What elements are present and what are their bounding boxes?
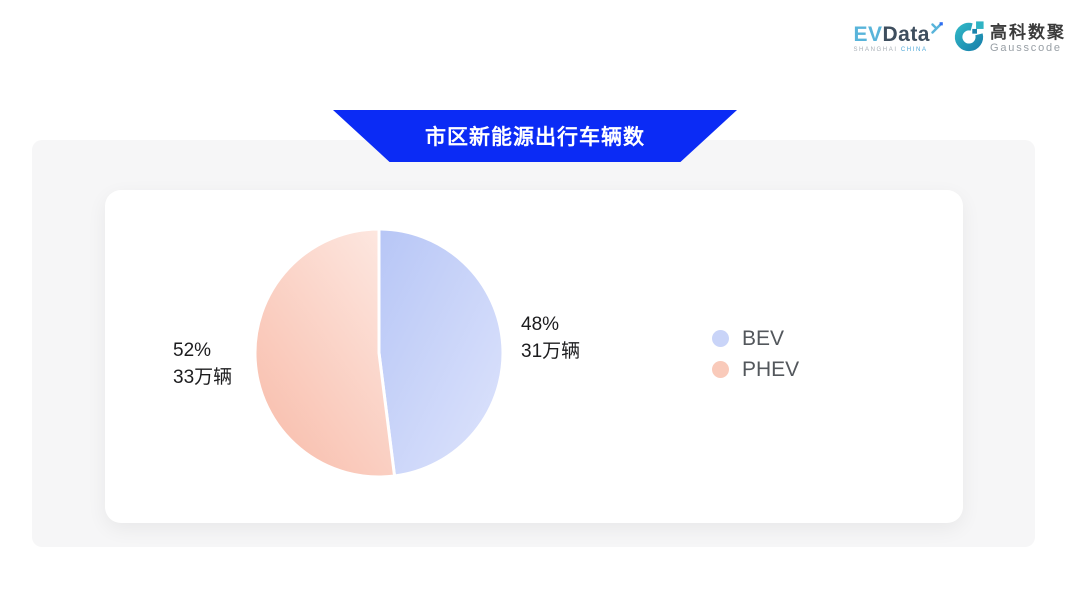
legend-label-phev: PHEV [742, 358, 800, 381]
gausscode-en-name: Gausscode [990, 41, 1062, 54]
gausscode-cn-name: 高科数聚 [990, 22, 1066, 42]
evdata-ev-text: EV [853, 23, 883, 46]
gausscode-icon [953, 20, 985, 57]
chart-card: 48% 31万辆 52% 33万辆 BEV PHEV [105, 190, 963, 523]
chart-panel: 48% 31万辆 52% 33万辆 BEV PHEV [32, 140, 1035, 547]
chart-title: 市区新能源出行车辆数 [425, 126, 645, 149]
legend-label-bev: BEV [742, 327, 785, 350]
pie-label-phev-value: 33万辆 [173, 367, 233, 388]
pie-label-phev: 52% 33万辆 [173, 337, 232, 391]
evdata-subtext: SHANGHAI CHINA [853, 47, 928, 53]
pie-label-bev-percent: 48% [521, 314, 560, 335]
pie-label-bev: 48% 31万辆 [521, 311, 580, 365]
evdata-x-icon [931, 16, 943, 39]
pie-label-phev-percent: 52% [173, 340, 212, 361]
pie-label-bev-value: 31万辆 [521, 341, 581, 362]
chart-title-banner: 市区新能源出行车辆数 [333, 110, 737, 162]
legend-dot-phev-icon [712, 361, 729, 378]
evdata-wordmark: EVData [853, 22, 943, 46]
legend-item-bev[interactable]: BEV [712, 328, 799, 349]
evdata-logo: EVData SHANGHAI CHINA [853, 20, 943, 53]
pie-chart[interactable] [251, 225, 507, 481]
gausscode-text: 高科数聚 Gausscode [990, 23, 1066, 55]
legend-item-phev[interactable]: PHEV [712, 359, 799, 380]
pie-slice-phev[interactable] [253, 227, 397, 479]
legend-dot-bev-icon [712, 330, 729, 347]
legend: BEV PHEV [712, 328, 799, 380]
gausscode-logo: 高科数聚 Gausscode [953, 20, 1066, 57]
header-logos: EVData SHANGHAI CHINA 高科数聚 Gausscode [853, 20, 1066, 57]
evdata-data-text: Data [882, 23, 930, 46]
pie-slice-bev[interactable] [377, 227, 505, 478]
